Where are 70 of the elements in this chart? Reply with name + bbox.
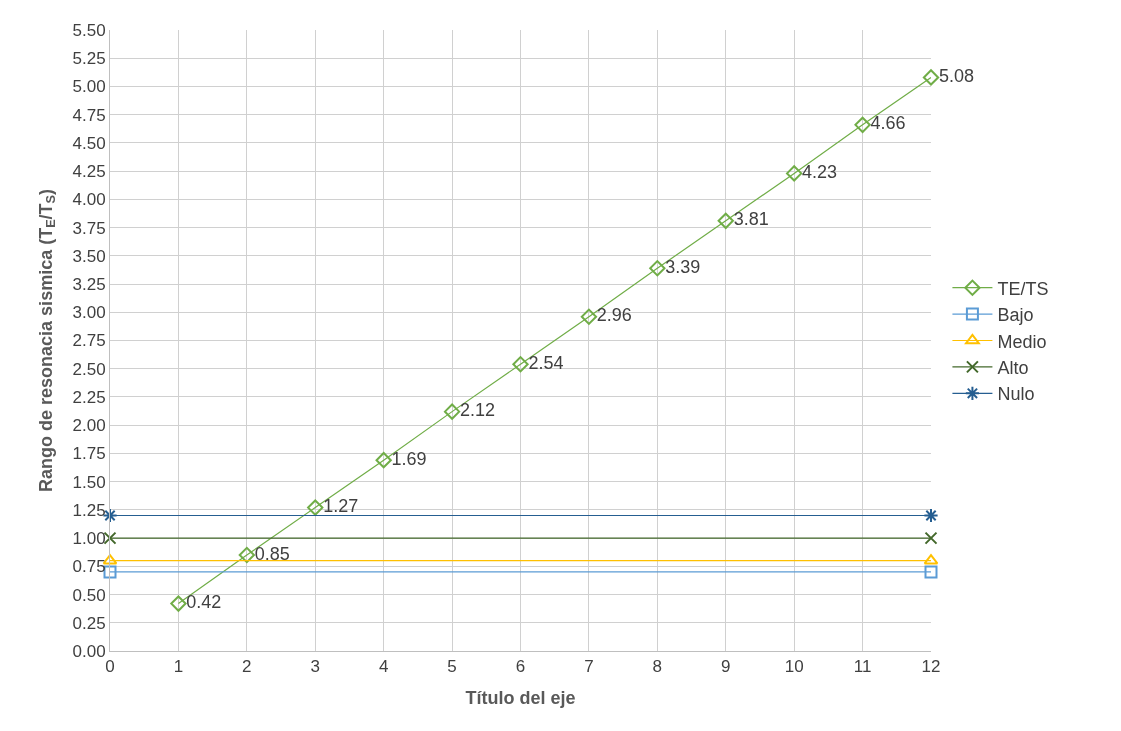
y-tick-label: 2.75: [72, 331, 106, 351]
data-label: 1.27: [323, 496, 359, 517]
y-tick-label: 3.25: [72, 275, 106, 294]
y-tick-label: 3.00: [72, 303, 106, 323]
point: [375, 452, 392, 469]
x-tick-label: 0: [105, 657, 115, 677]
x-tick-label: 6: [515, 657, 526, 677]
data-label: 3.81: [733, 209, 769, 230]
x-tick-label: 7: [584, 657, 594, 677]
legend-label: Medio: [997, 331, 1047, 352]
point: [924, 565, 938, 579]
point: [649, 260, 666, 277]
y-tick-label: 1.00: [72, 529, 106, 549]
y-tick-label: 1.25: [72, 500, 106, 520]
point: [443, 403, 461, 420]
data-label: 1.69: [391, 448, 427, 469]
point: [854, 116, 871, 133]
point: [786, 165, 803, 182]
x-tick-label: 12: [921, 657, 941, 677]
x-tick-label: 3: [310, 657, 320, 677]
y-tick-label: 2.25: [72, 387, 106, 407]
x-tick-label: 4: [378, 657, 389, 677]
data-label: 0.85: [254, 543, 290, 564]
point: [923, 507, 939, 524]
data-label: 2.54: [528, 352, 564, 373]
y-tick-label: 4.75: [72, 105, 106, 125]
y-tick-label: 2.50: [72, 359, 106, 379]
legend-label: Alto: [997, 357, 1029, 378]
point: [238, 546, 255, 564]
y-tick-label: 1.50: [72, 472, 106, 492]
point: [103, 565, 117, 579]
x-tick-label: 10: [784, 657, 804, 677]
y-tick-label: 5.25: [72, 49, 106, 69]
x-tick-label: 9: [721, 657, 731, 677]
y-tick-label: 5.00: [72, 77, 106, 97]
y-tick-label: 5.50: [72, 20, 106, 40]
data-label: 2.96: [596, 305, 632, 326]
legend-label: Nulo: [997, 384, 1035, 405]
legend-label: TE/TS: [997, 278, 1049, 299]
x-tick-label: 8: [652, 657, 663, 677]
x-axis-title: Título del eje: [465, 687, 576, 708]
y-tick-label: 0.25: [72, 613, 106, 633]
point: [512, 356, 529, 373]
y-tick-label: 4.25: [72, 162, 106, 182]
data-label: 0.42: [186, 592, 222, 613]
x-tick-label: 5: [447, 657, 457, 677]
y-tick-label: 1.75: [72, 444, 106, 464]
y-tick-label: 2.00: [72, 416, 106, 436]
y-tick-label: 3.50: [72, 246, 106, 266]
y-tick-label: 4.00: [72, 190, 106, 210]
legend-label: Bajo: [997, 305, 1034, 326]
data-label: 4.23: [802, 161, 838, 182]
data-label: 4.66: [870, 113, 906, 134]
point: [924, 531, 938, 545]
y-tick-label: 3.75: [72, 218, 106, 238]
data-label: 3.39: [665, 256, 701, 277]
y-tick-label: 0.00: [72, 641, 106, 661]
y-tick-label: 4.50: [72, 133, 106, 153]
x-tick-label: 11: [853, 657, 872, 677]
point: [717, 212, 734, 229]
point: [307, 499, 324, 516]
data-label: 2.12: [459, 400, 495, 421]
y-tick-label: 0.50: [72, 585, 106, 605]
point: [170, 595, 187, 612]
x-tick-label: 2: [242, 657, 252, 677]
x-tick-label: 1: [173, 657, 184, 677]
point: [580, 308, 598, 325]
y-tick-label: 0.75: [72, 557, 106, 577]
point: [922, 69, 940, 86]
data-label: 5.08: [938, 65, 974, 86]
